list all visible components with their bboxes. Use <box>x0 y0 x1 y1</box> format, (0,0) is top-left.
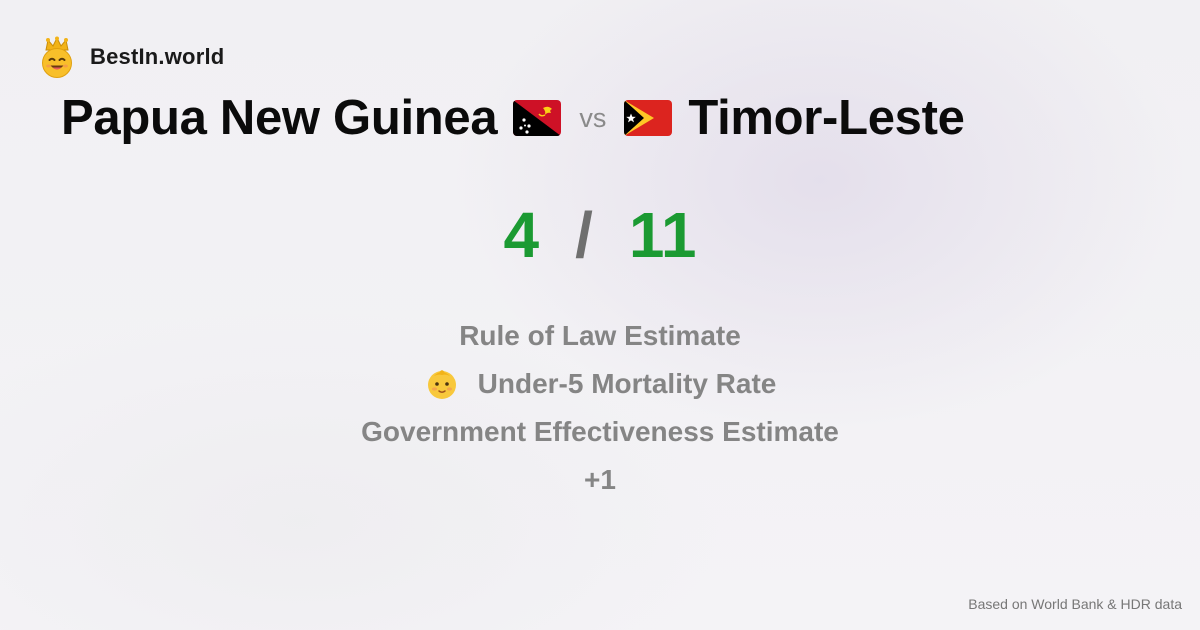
timor-leste-flag-icon <box>624 100 673 136</box>
comparison-title: Papua New Guinea vs Timor-Leste <box>61 88 965 148</box>
metric-label: +1 <box>584 464 616 495</box>
score: 4 / 11 <box>0 195 1200 275</box>
data-source-note: Based on World Bank & HDR data <box>968 596 1182 612</box>
metric-label: Rule of Law Estimate <box>459 320 741 351</box>
score-b: 11 <box>628 199 697 271</box>
score-separator: / <box>575 199 593 271</box>
score-a: 4 <box>503 199 540 271</box>
papua-new-guinea-flag-icon <box>513 100 562 136</box>
country-b-name[interactable]: Timor-Leste <box>688 91 965 145</box>
vs-label: vs <box>579 102 607 133</box>
brand[interactable]: BestIn.world <box>38 36 224 78</box>
country-a-name[interactable]: Papua New Guinea <box>61 91 498 145</box>
metrics-list: Rule of Law Estimate Under-5 Mortality R… <box>0 312 1200 504</box>
metric-label: Under-5 Mortality Rate <box>477 368 777 399</box>
metric-item: Government Effectiveness Estimate <box>361 408 839 456</box>
baby-face-icon <box>427 370 456 399</box>
metric-label: Government Effectiveness Estimate <box>361 416 839 447</box>
metric-item: Rule of Law Estimate <box>459 312 741 360</box>
brand-name: BestIn.world <box>90 44 225 69</box>
metric-more-count: +1 <box>584 456 616 504</box>
metric-item: Under-5 Mortality Rate <box>424 360 777 408</box>
crowned-smiley-icon <box>42 36 72 78</box>
